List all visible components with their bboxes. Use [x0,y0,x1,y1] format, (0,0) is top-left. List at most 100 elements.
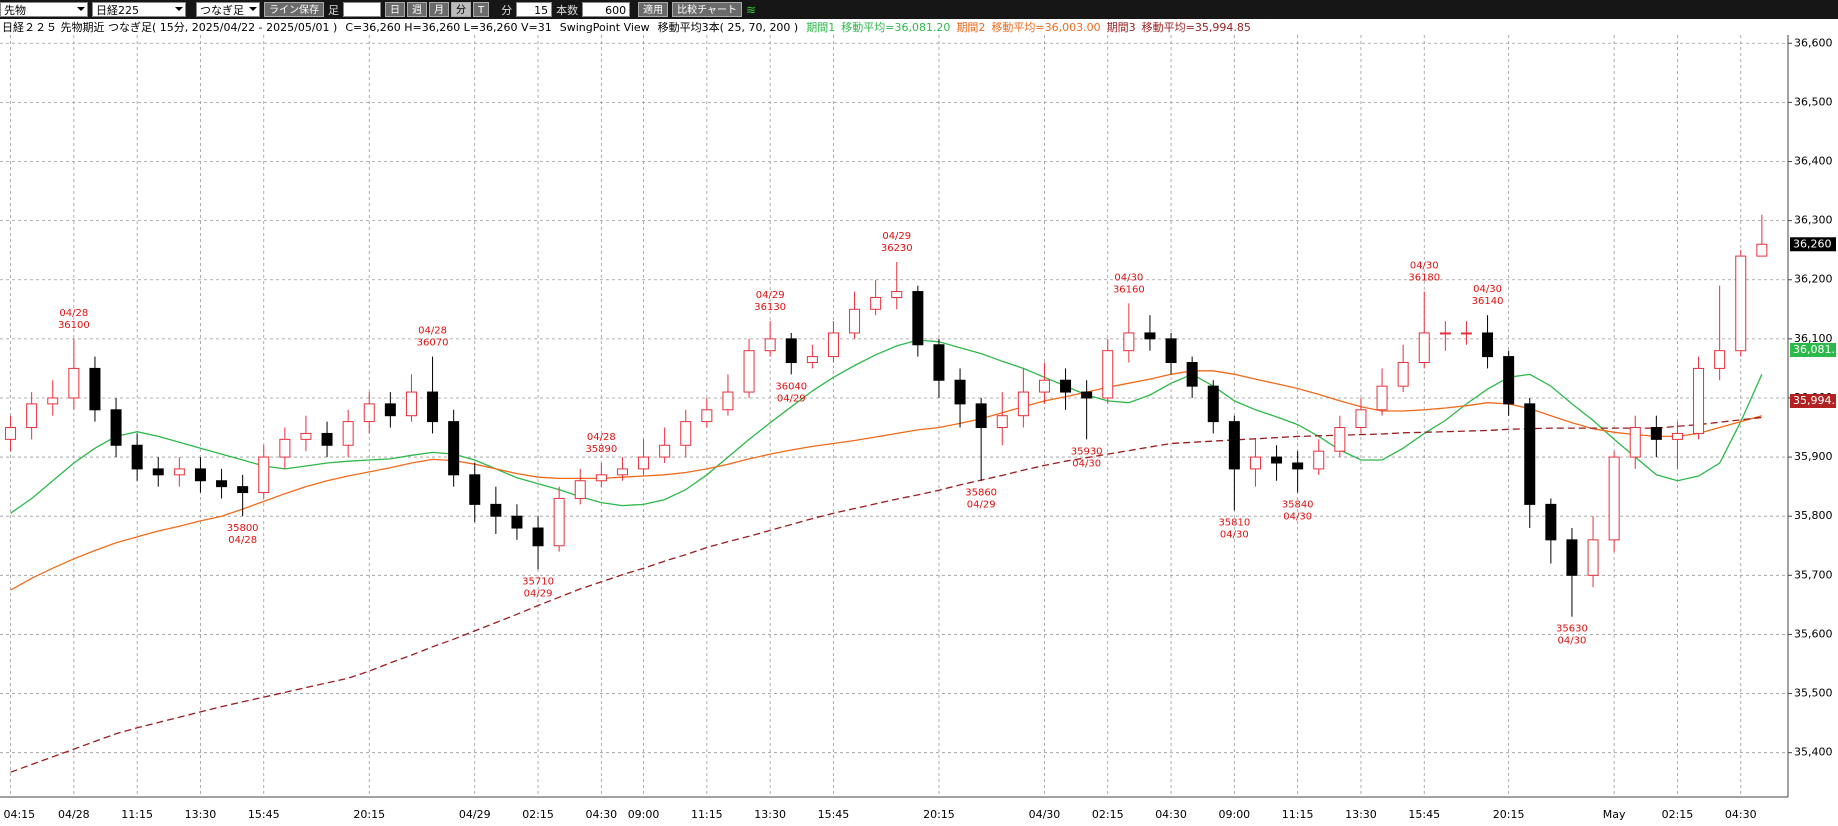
count-input[interactable]: 600 [582,2,631,17]
ashi-label: 足 [328,3,339,17]
x-tick-label: 13:30 [754,808,786,821]
x-tick-label: 04:30 [1155,808,1187,821]
x-tick-label: 04/28 [58,808,90,821]
period-button[interactable]: 分 [451,2,471,17]
x-tick-label: 20:15 [1493,808,1525,821]
market-select[interactable]: 先物 [0,2,88,17]
candle-body [1249,456,1261,470]
x-tick-label: May [1603,808,1626,821]
x-tick-label: 11:15 [691,808,723,821]
candle-body [1123,332,1135,352]
candle-body [1524,403,1536,505]
header: 日経２２５ 先物期近 つなぎ足( 15分, 2025/04/22 - 2025/… [2,20,1251,35]
candle-body [68,367,80,399]
candle-body [1566,539,1578,576]
compare-button[interactable]: 比較チャート [672,2,743,17]
period-button[interactable]: T [473,2,490,17]
price-marker [1790,237,1836,252]
x-tick-label: 13:30 [1345,808,1377,821]
swing-price: 36130 [754,302,786,313]
swing-date: 04/28 [418,326,447,337]
candle-body [532,527,544,547]
swing-date: 04/30 [1410,261,1439,272]
candle-body [405,391,417,417]
swing-price: 35710 [522,576,554,587]
candle-body [1271,456,1283,464]
y-tick-label: 36,500 [1794,95,1833,108]
swing-price: 36100 [58,320,90,331]
candle-body [1608,456,1620,541]
legend-name: 期間1 [806,21,836,34]
y-tick-label: 35,500 [1794,687,1833,700]
candle-body [975,403,987,429]
candle-body [110,409,122,446]
candle-body [1102,350,1114,399]
candle-body [47,397,59,405]
view-name: SwingPoint View [559,21,650,34]
swing-date: 04/30 [1283,512,1312,523]
period-button[interactable]: 週 [407,2,427,17]
period-button[interactable]: 月 [429,2,449,17]
save-button[interactable]: ライン保存 [264,2,324,17]
swing-date: 04/30 [1072,458,1101,469]
apply-button[interactable]: 適用 [638,2,669,17]
legend-value: 移動平均=36,081.20 [841,21,951,34]
candle-body [912,291,924,346]
candle-body [1650,427,1662,440]
candle-body [300,432,312,440]
swing-date: 04/30 [1114,272,1143,283]
ma-line [10,339,1763,514]
candle-body [1081,391,1093,399]
index-select[interactable]: 日経225 [92,2,186,17]
x-tick-label: 09:00 [1218,808,1250,821]
candle-body [1671,432,1683,440]
candle-body [806,356,818,364]
price-marker [1790,394,1836,409]
interval-input[interactable]: 15 [516,2,553,17]
swing-price: 35800 [227,523,259,534]
mode-select[interactable]: つなぎ足 [196,2,260,17]
candle-body [131,444,143,470]
x-tick-label: 04:30 [585,808,617,821]
candle-body [574,480,586,499]
x-tick-label: 13:30 [185,808,217,821]
candle-body [1629,427,1641,458]
legend: 期間1 移動平均=36,081.20 期間2 移動平均=36,003.00 期間3 移動平… [806,20,1251,35]
swing-date: 04/29 [524,588,553,599]
ashi-input[interactable] [343,2,381,17]
swing-price: 36040 [775,381,807,392]
x-tick-label: 11:15 [121,808,153,821]
candle-body [279,438,291,458]
ma-line [10,370,1763,591]
candle-body [701,409,713,423]
unit-label: 分 [501,3,513,17]
ma-line [10,416,1762,773]
price-marker-label: 36,260 [1793,237,1832,250]
period-button[interactable]: 日 [385,2,405,17]
candle-body [342,421,354,446]
candle-body [1334,427,1346,452]
y-tick-label: 35,700 [1794,568,1833,581]
x-tick-label: 04/30 [1029,808,1061,821]
candle-body [427,391,439,423]
candle-body [1313,450,1325,470]
candle-body [1017,391,1029,417]
chart-icon[interactable]: ≋ [746,2,757,17]
candle-body [1165,338,1177,364]
y-tick-label: 36,300 [1794,214,1833,227]
chart-title: 日経２２５ 先物期近 つなぎ足( 15分, 2025/04/22 - 2025/… [2,21,338,34]
x-tick-label: 15:45 [248,808,280,821]
y-tick-label: 36,600 [1794,36,1833,49]
swing-price: 35860 [965,488,997,499]
y-tick-label: 35,800 [1794,509,1833,522]
candle-body [1482,332,1494,358]
swing-date: 04/28 [587,432,616,443]
legend-name: 期間3 [1106,21,1136,34]
